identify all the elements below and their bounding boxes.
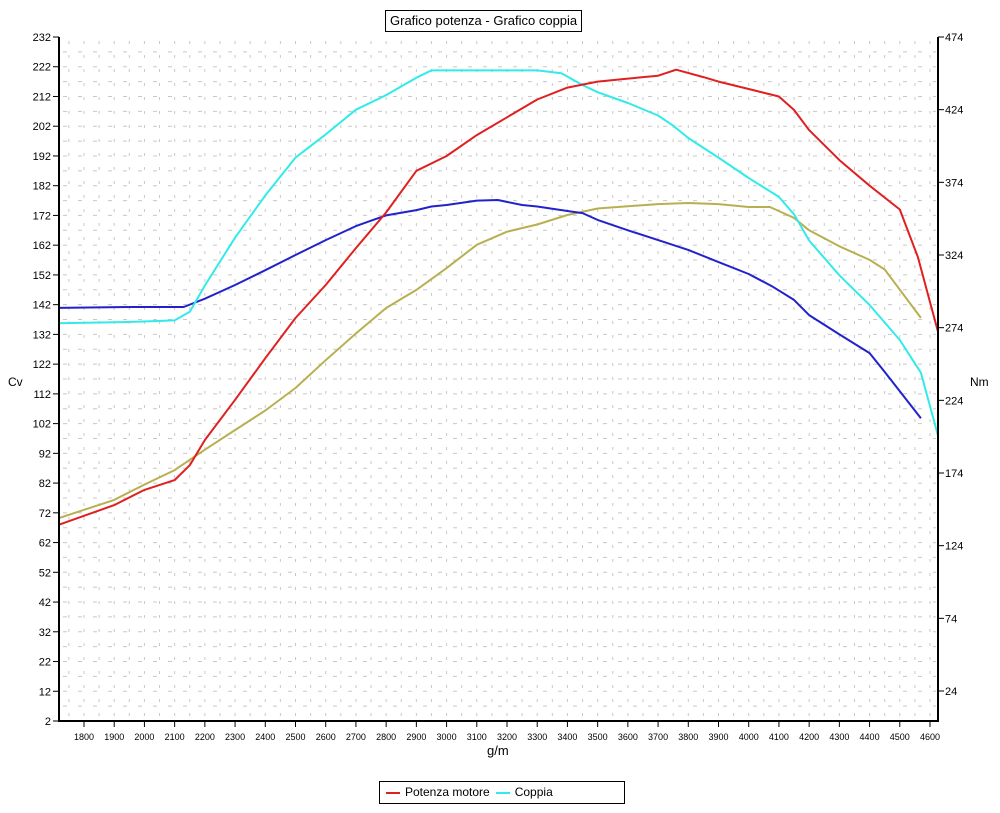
x-tick-label: 1800 [74,732,94,742]
x-tick-label: 3100 [467,732,487,742]
x-tick-label: 2800 [376,732,396,742]
y2-tick-label: 474 [945,32,963,44]
y2-tick-label: 424 [945,105,963,117]
y2-tick-label: 224 [945,395,963,407]
y-tick-label: 212 [33,91,51,103]
y-tick-label: 42 [39,597,51,609]
y-tick-label: 62 [39,538,51,550]
x-tick-label: 2100 [165,732,185,742]
x-tick-label: 3300 [527,732,547,742]
grid-lines [63,41,936,719]
y-tick-label: 102 [33,419,51,431]
x-tick-label: 4600 [920,732,940,742]
y2-tick-label: 274 [945,323,963,335]
x-tick-label: 3600 [618,732,638,742]
y-tick-label: 2 [45,716,51,728]
x-tick-label: 2600 [316,732,336,742]
y-tick-label: 152 [33,270,51,282]
legend-item-potenza[interactable]: Potenza motore [386,782,490,803]
y-tick-label: 182 [33,181,51,193]
chart-title: Grafico potenza - Grafico coppia [385,10,583,32]
x-tick-label: 3900 [708,732,728,742]
x-tick-label: 3500 [588,732,608,742]
y-tick-label: 22 [39,657,51,669]
x-tick-label: 3400 [557,732,577,742]
y-tick-label: 172 [33,210,51,222]
legend-label: Potenza motore [405,785,490,799]
x-tick-label: 2900 [406,732,426,742]
y-tick-label: 192 [33,151,51,163]
y-tick-label: 92 [39,448,51,460]
data-series [58,68,939,526]
x-tick-label: 4400 [860,732,880,742]
x-tick-label: 3000 [437,732,457,742]
x-tick-label: 4300 [829,732,849,742]
x-axis-label: g/m [487,743,509,758]
y-tick-label: 222 [33,62,51,74]
series-line [58,69,939,436]
y-tick-label: 202 [33,121,51,133]
y-tick-label: 52 [39,567,51,579]
x-tick-label: 2400 [255,732,275,742]
y2-tick-label: 124 [945,541,963,553]
y2-tick-label: 324 [945,250,963,262]
legend: Potenza motore Coppia [379,781,625,804]
legend-item-coppia[interactable]: Coppia [495,782,553,803]
legend-swatch-cyan [495,791,510,794]
x-tick-label: 2500 [285,732,305,742]
y2-tick-label: 24 [945,686,957,698]
y-tick-label: 32 [39,627,51,639]
y-tick-label: 162 [33,240,51,252]
y-tick-label: 132 [33,329,51,341]
y-tick-label: 232 [33,32,51,44]
y2-tick-label: 374 [945,177,963,189]
x-tick-label: 4200 [799,732,819,742]
y-tick-label: 112 [33,389,51,401]
legend-label: Coppia [514,785,553,799]
x-tick-label: 2700 [346,732,366,742]
x-tick-label: 4500 [890,732,910,742]
legend-swatch-red [386,791,400,794]
y2-axis-label: Nm [970,375,989,389]
x-tick-label: 2200 [195,732,215,742]
x-tick-label: 3200 [497,732,517,742]
y2-tick-label: 74 [945,613,957,625]
x-tick-label: 3800 [678,732,698,742]
y-tick-label: 72 [39,508,51,520]
x-tick-label: 4100 [769,732,789,742]
x-tick-label: 3700 [648,732,668,742]
y2-tick-label: 174 [945,468,963,480]
series-line [58,199,922,419]
y-tick-label: 142 [33,300,51,312]
x-tick-label: 4000 [739,732,759,742]
y-tick-label: 12 [39,686,51,698]
series-line [58,68,939,526]
y-tick-label: 122 [33,359,51,371]
series-line [58,202,922,520]
axis-ticks: 2122232425262728292102112122132142152162… [33,32,964,742]
x-tick-label: 2000 [134,732,154,742]
y-axis-label: Cv [8,375,23,389]
y-tick-label: 82 [39,478,51,490]
x-tick-label: 2300 [225,732,245,742]
x-tick-label: 1900 [104,732,124,742]
